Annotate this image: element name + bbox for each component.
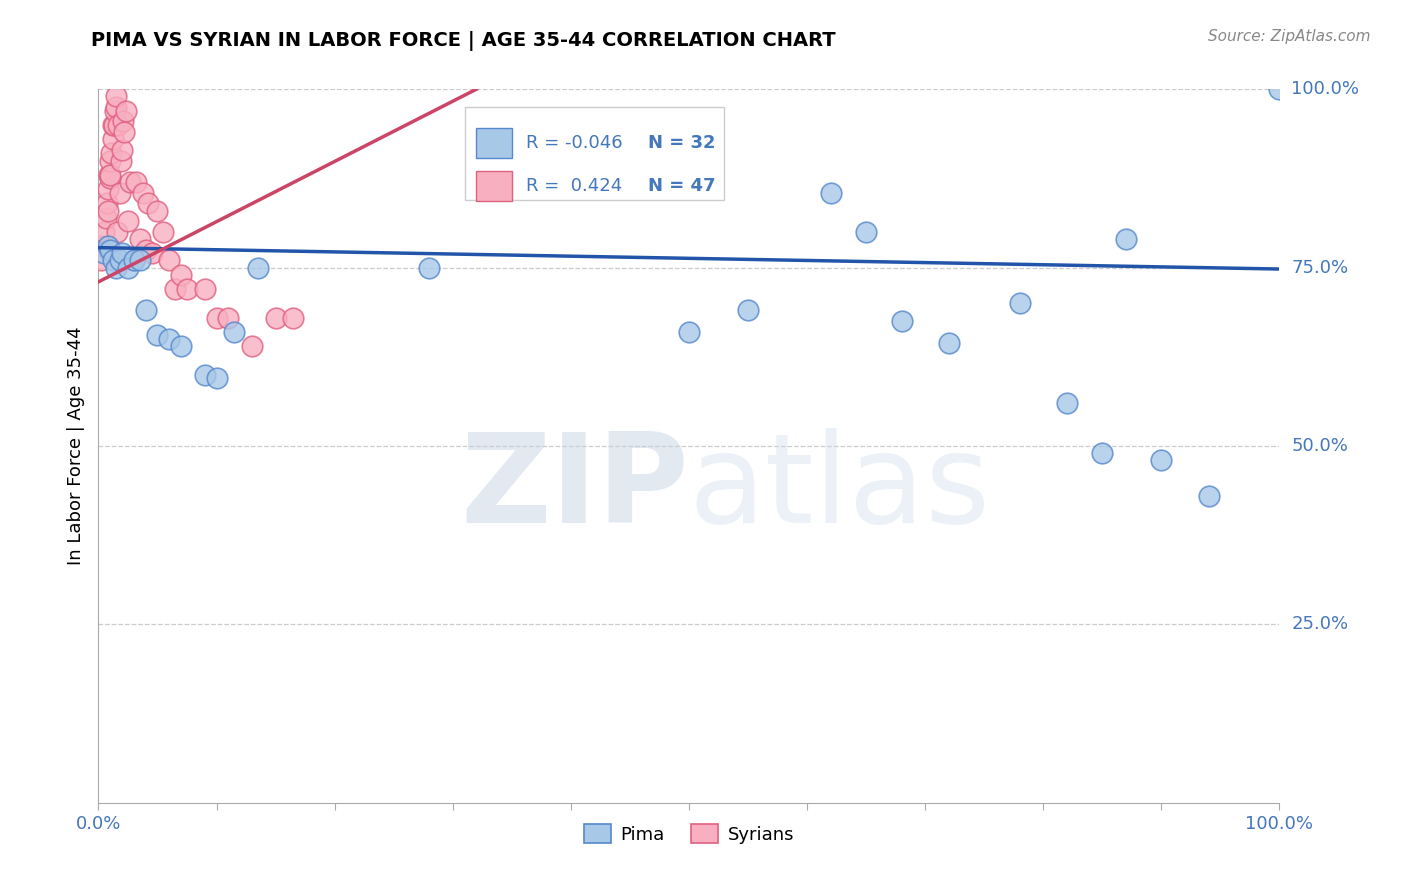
Point [1268,82,1291,96]
Point [90,253,112,268]
Point [938,335,960,350]
Point [194,368,217,382]
Point [103,118,125,132]
FancyBboxPatch shape [477,128,512,159]
Point [98,243,121,257]
Point [152,225,174,239]
Point [104,103,127,118]
Point [100,146,122,161]
Point [176,282,198,296]
Point [1150,453,1173,467]
Point [98,153,121,168]
Text: PIMA VS SYRIAN IN LABOR FORCE | AGE 35-44 CORRELATION CHART: PIMA VS SYRIAN IN LABOR FORCE | AGE 35-4… [91,31,837,51]
Point [107,118,129,132]
Point [146,203,169,218]
Point [110,153,132,168]
Point [98,168,121,182]
Text: N = 47: N = 47 [648,178,716,195]
Point [108,253,131,268]
Point [264,310,287,325]
Y-axis label: In Labor Force | Age 35-44: In Labor Force | Age 35-44 [66,326,84,566]
Point [157,332,180,346]
Text: 25.0%: 25.0% [1291,615,1348,633]
Point [890,314,912,328]
Point [224,325,246,339]
Point [125,175,148,189]
Point [98,168,121,182]
Point [678,325,700,339]
Point [93,225,115,239]
Point [1115,232,1137,246]
Point [128,232,150,246]
Point [1198,489,1220,503]
Point [117,214,139,228]
Text: ZIP: ZIP [460,428,689,549]
Point [170,268,193,282]
Point [136,196,159,211]
Point [205,310,228,325]
Text: 75.0%: 75.0% [1291,259,1348,277]
Point [240,339,263,353]
Point [122,253,145,268]
Point [170,339,193,353]
Point [122,253,145,268]
Point [217,310,239,325]
Point [91,239,114,253]
Point [94,211,117,225]
Point [165,282,187,296]
Point [246,260,269,275]
Point [205,371,228,385]
Point [112,125,135,139]
Point [120,175,142,189]
Legend: Pima, Syrians: Pima, Syrians [576,817,801,851]
FancyBboxPatch shape [464,107,724,200]
Point [101,118,124,132]
Text: R =  0.424: R = 0.424 [526,178,623,195]
Point [418,260,440,275]
Point [97,182,120,196]
Point [1091,446,1114,460]
Text: Source: ZipAtlas.com: Source: ZipAtlas.com [1208,29,1371,44]
Point [93,246,115,260]
Point [135,303,157,318]
Point [141,246,163,260]
Point [97,239,120,253]
Point [135,243,157,257]
Point [98,171,121,186]
Point [112,114,135,128]
Point [97,203,120,218]
Point [132,186,155,200]
Point [128,253,150,268]
Point [101,132,124,146]
Text: atlas: atlas [689,428,991,549]
Text: 50.0%: 50.0% [1291,437,1348,455]
Text: N = 32: N = 32 [648,135,716,153]
Point [194,282,217,296]
Text: R = -0.046: R = -0.046 [526,135,623,153]
Point [1008,296,1031,310]
FancyBboxPatch shape [477,171,512,202]
Point [105,260,128,275]
Point [114,103,136,118]
Point [111,143,134,157]
Point [108,186,131,200]
Point [96,196,118,211]
Point [101,253,124,268]
Point [105,100,128,114]
Point [737,303,759,318]
Point [157,253,180,268]
Text: 100.0%: 100.0% [1291,80,1360,98]
Point [283,310,305,325]
Point [105,225,128,239]
Point [1056,396,1078,410]
Point [105,89,128,103]
Point [855,225,877,239]
Point [820,186,842,200]
Point [111,246,134,260]
Point [117,260,139,275]
Point [146,328,169,343]
